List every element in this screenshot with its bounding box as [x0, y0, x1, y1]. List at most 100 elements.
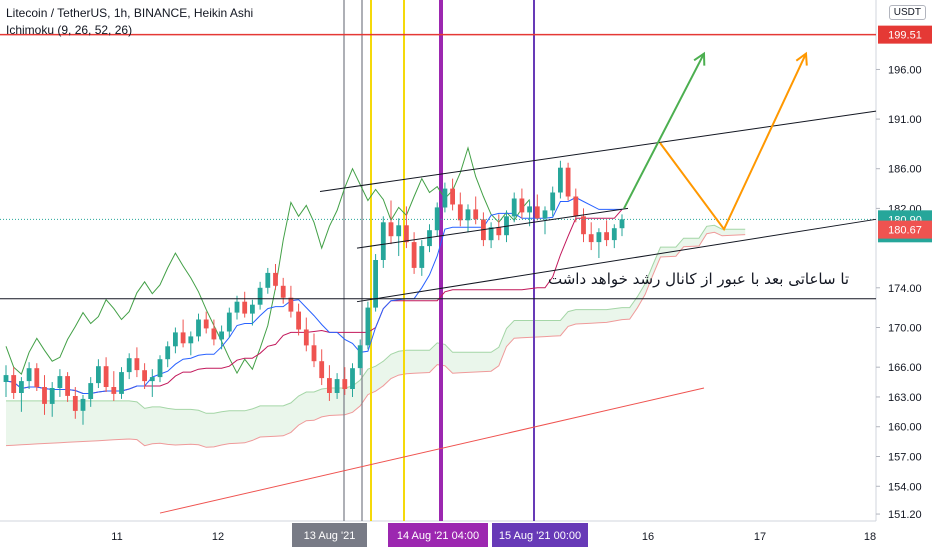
candle-body [119, 372, 124, 394]
candle-body [581, 216, 586, 235]
candle-body [611, 228, 617, 241]
candle-body [588, 234, 594, 243]
candle-body [149, 377, 155, 382]
y-tick-label: 191.00 [888, 114, 922, 126]
x-tick-label: 11 [111, 531, 122, 543]
channel-lower [356, 218, 877, 303]
currency-badge[interactable]: USDT [888, 5, 926, 20]
y-tick-label: 174.00 [888, 283, 922, 295]
y-tick-label: 166.00 [888, 362, 922, 374]
candle-body [203, 319, 209, 329]
date-tag-15aug [492, 523, 588, 547]
chikou-span [5, 146, 530, 375]
candle-body [265, 272, 271, 288]
indicator-label[interactable]: Ichimoku (9, 26, 52, 26) [6, 23, 133, 37]
candle-body [234, 301, 240, 313]
candle-body [373, 260, 378, 308]
y-tick-label: 160.00 [888, 422, 922, 434]
candle-body [250, 304, 255, 314]
candle-body [173, 332, 178, 347]
candle-body [57, 376, 63, 388]
candle-body [180, 332, 186, 344]
candle-body [34, 368, 40, 388]
candle-body [88, 383, 94, 399]
candle-body [596, 232, 602, 243]
candle-body [134, 358, 140, 371]
candle-body [165, 346, 171, 360]
candle-body [419, 246, 425, 268]
resistance-price-tag-label: 199.51 [888, 30, 922, 42]
candle-body [280, 285, 286, 298]
candle-body [527, 206, 532, 213]
candle-body [219, 331, 224, 340]
candle-body [80, 398, 86, 411]
prev-price-label: 180.67 [888, 225, 922, 237]
candle-body [619, 219, 625, 229]
y-tick-label: 186.00 [888, 164, 922, 176]
candle-body [411, 242, 417, 268]
candle-body [211, 328, 217, 340]
green-arrow-head [693, 51, 706, 66]
candle-body [96, 366, 101, 384]
candle-body [19, 381, 24, 393]
senkou-span-b [5, 231, 746, 448]
senkou-span-a [6, 224, 746, 414]
candle-body [319, 361, 325, 379]
candle-body [296, 311, 301, 330]
candle-body [226, 312, 232, 332]
candle-body [534, 206, 540, 219]
candle-body [72, 396, 78, 411]
chart-legend: Litecoin / TetherUS, 1h, BINANCE, Heikin… [6, 5, 253, 39]
date-tag-13aug-label: 13 Aug '21 [304, 530, 356, 542]
candle-body [380, 222, 386, 260]
long-trendline [159, 387, 705, 514]
date-tag-13aug [292, 523, 367, 547]
x-tick-label: 12 [212, 531, 224, 543]
candle-body [488, 227, 494, 241]
channel-upper [319, 110, 877, 193]
candle-body [42, 387, 47, 404]
candle-body [242, 301, 248, 314]
channel-mid [356, 207, 629, 249]
candle-body [442, 188, 448, 208]
candle-body [388, 222, 394, 237]
candle-body [3, 375, 9, 382]
candle-body [565, 167, 571, 197]
candle-body [357, 345, 363, 369]
candle-body [157, 359, 163, 378]
date-tag-14aug [388, 523, 488, 547]
candle-body [196, 319, 201, 337]
y-tick-label: 157.00 [888, 451, 922, 463]
candle-body [365, 307, 371, 346]
candle-body [327, 378, 332, 393]
y-tick-label: 163.00 [888, 392, 922, 404]
x-tick-label: 17 [754, 531, 766, 543]
candle-body [457, 204, 463, 221]
x-tick-label: 16 [642, 531, 654, 543]
y-tick-label: 154.00 [888, 481, 922, 493]
resistance-price-tag [878, 25, 932, 44]
candle-body [65, 376, 70, 396]
candle-body [188, 336, 194, 344]
candle-body [311, 345, 317, 362]
symbol-title[interactable]: Litecoin / TetherUS, 1h, BINANCE, Heikin… [6, 6, 254, 20]
candle-body [465, 209, 471, 221]
y-tick-label: 196.00 [888, 64, 922, 76]
candle-body [342, 379, 348, 389]
orange-arrow-head [795, 51, 808, 66]
candle-body [519, 198, 525, 213]
candle-body [604, 232, 609, 241]
date-tag-15aug-label: 15 Aug '21 00:00 [499, 530, 581, 542]
candle-body [142, 370, 147, 382]
candle-body [496, 227, 502, 236]
candle-body [126, 358, 132, 373]
candle-body [573, 196, 579, 217]
orange-arrow [659, 53, 807, 232]
candle-body [511, 198, 517, 217]
candle-body [288, 297, 294, 312]
candle-body [334, 379, 340, 393]
candle-body [103, 366, 109, 387]
candle-body [427, 230, 432, 247]
